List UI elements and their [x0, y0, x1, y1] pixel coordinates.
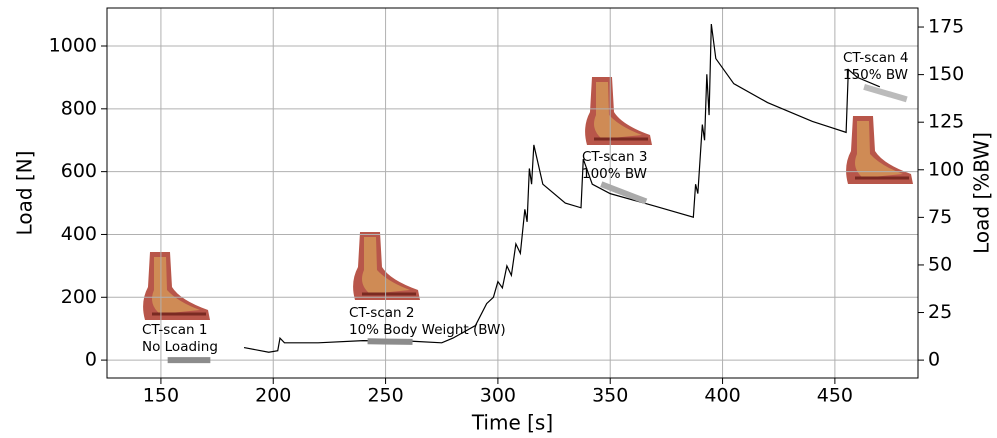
y2-tick-label: 50 — [928, 253, 952, 275]
foot-image — [583, 75, 654, 147]
y-tick-label: 0 — [85, 349, 97, 371]
y2-tick-label: 175 — [928, 16, 964, 38]
scan-band — [600, 181, 648, 205]
annotation: CT-scan 4 — [843, 50, 908, 66]
annotation: CT-scan 2 — [349, 305, 414, 321]
foot-image — [844, 114, 915, 186]
x-tick-label: 400 — [704, 385, 740, 407]
y2-tick-label: 150 — [928, 63, 964, 85]
annotation: 150% BW — [843, 67, 908, 83]
plot-frame — [106, 7, 919, 379]
annotation: CT-scan 3 — [582, 149, 647, 165]
x-tick-label: 300 — [480, 385, 516, 407]
y2-tick-label: 125 — [928, 111, 964, 133]
y2-tick-label: 75 — [928, 206, 952, 228]
scan-band — [367, 338, 413, 345]
y2-tick-label: 0 — [928, 349, 940, 371]
y2-axis-label: Load [%BW] — [970, 132, 994, 254]
annotation: CT-scan 1 — [142, 322, 207, 338]
y-tick-label: 1000 — [49, 35, 97, 57]
annotation: 10% Body Weight (BW) — [349, 322, 506, 338]
y-tick-label: 800 — [61, 97, 97, 119]
load-line — [243, 23, 881, 353]
y-tick-label: 600 — [61, 160, 97, 182]
y-axis-label: Load [N] — [13, 151, 37, 236]
x-tick-label: 250 — [367, 385, 403, 407]
annotation: No Loading — [142, 339, 218, 355]
x-axis-label: Time [s] — [471, 411, 553, 435]
annotation: 100% BW — [582, 166, 647, 182]
y-tick-label: 400 — [61, 223, 97, 245]
y-tick-label: 200 — [61, 286, 97, 308]
x-tick-label: 200 — [255, 385, 291, 407]
foot-image — [351, 230, 422, 302]
x-tick-label: 450 — [817, 385, 853, 407]
foot-image — [141, 250, 212, 322]
y2-tick-label: 25 — [928, 301, 952, 323]
x-tick-label: 350 — [592, 385, 628, 407]
scan-band — [863, 83, 908, 103]
y2-tick-label: 100 — [928, 158, 964, 180]
x-tick-label: 150 — [143, 385, 179, 407]
